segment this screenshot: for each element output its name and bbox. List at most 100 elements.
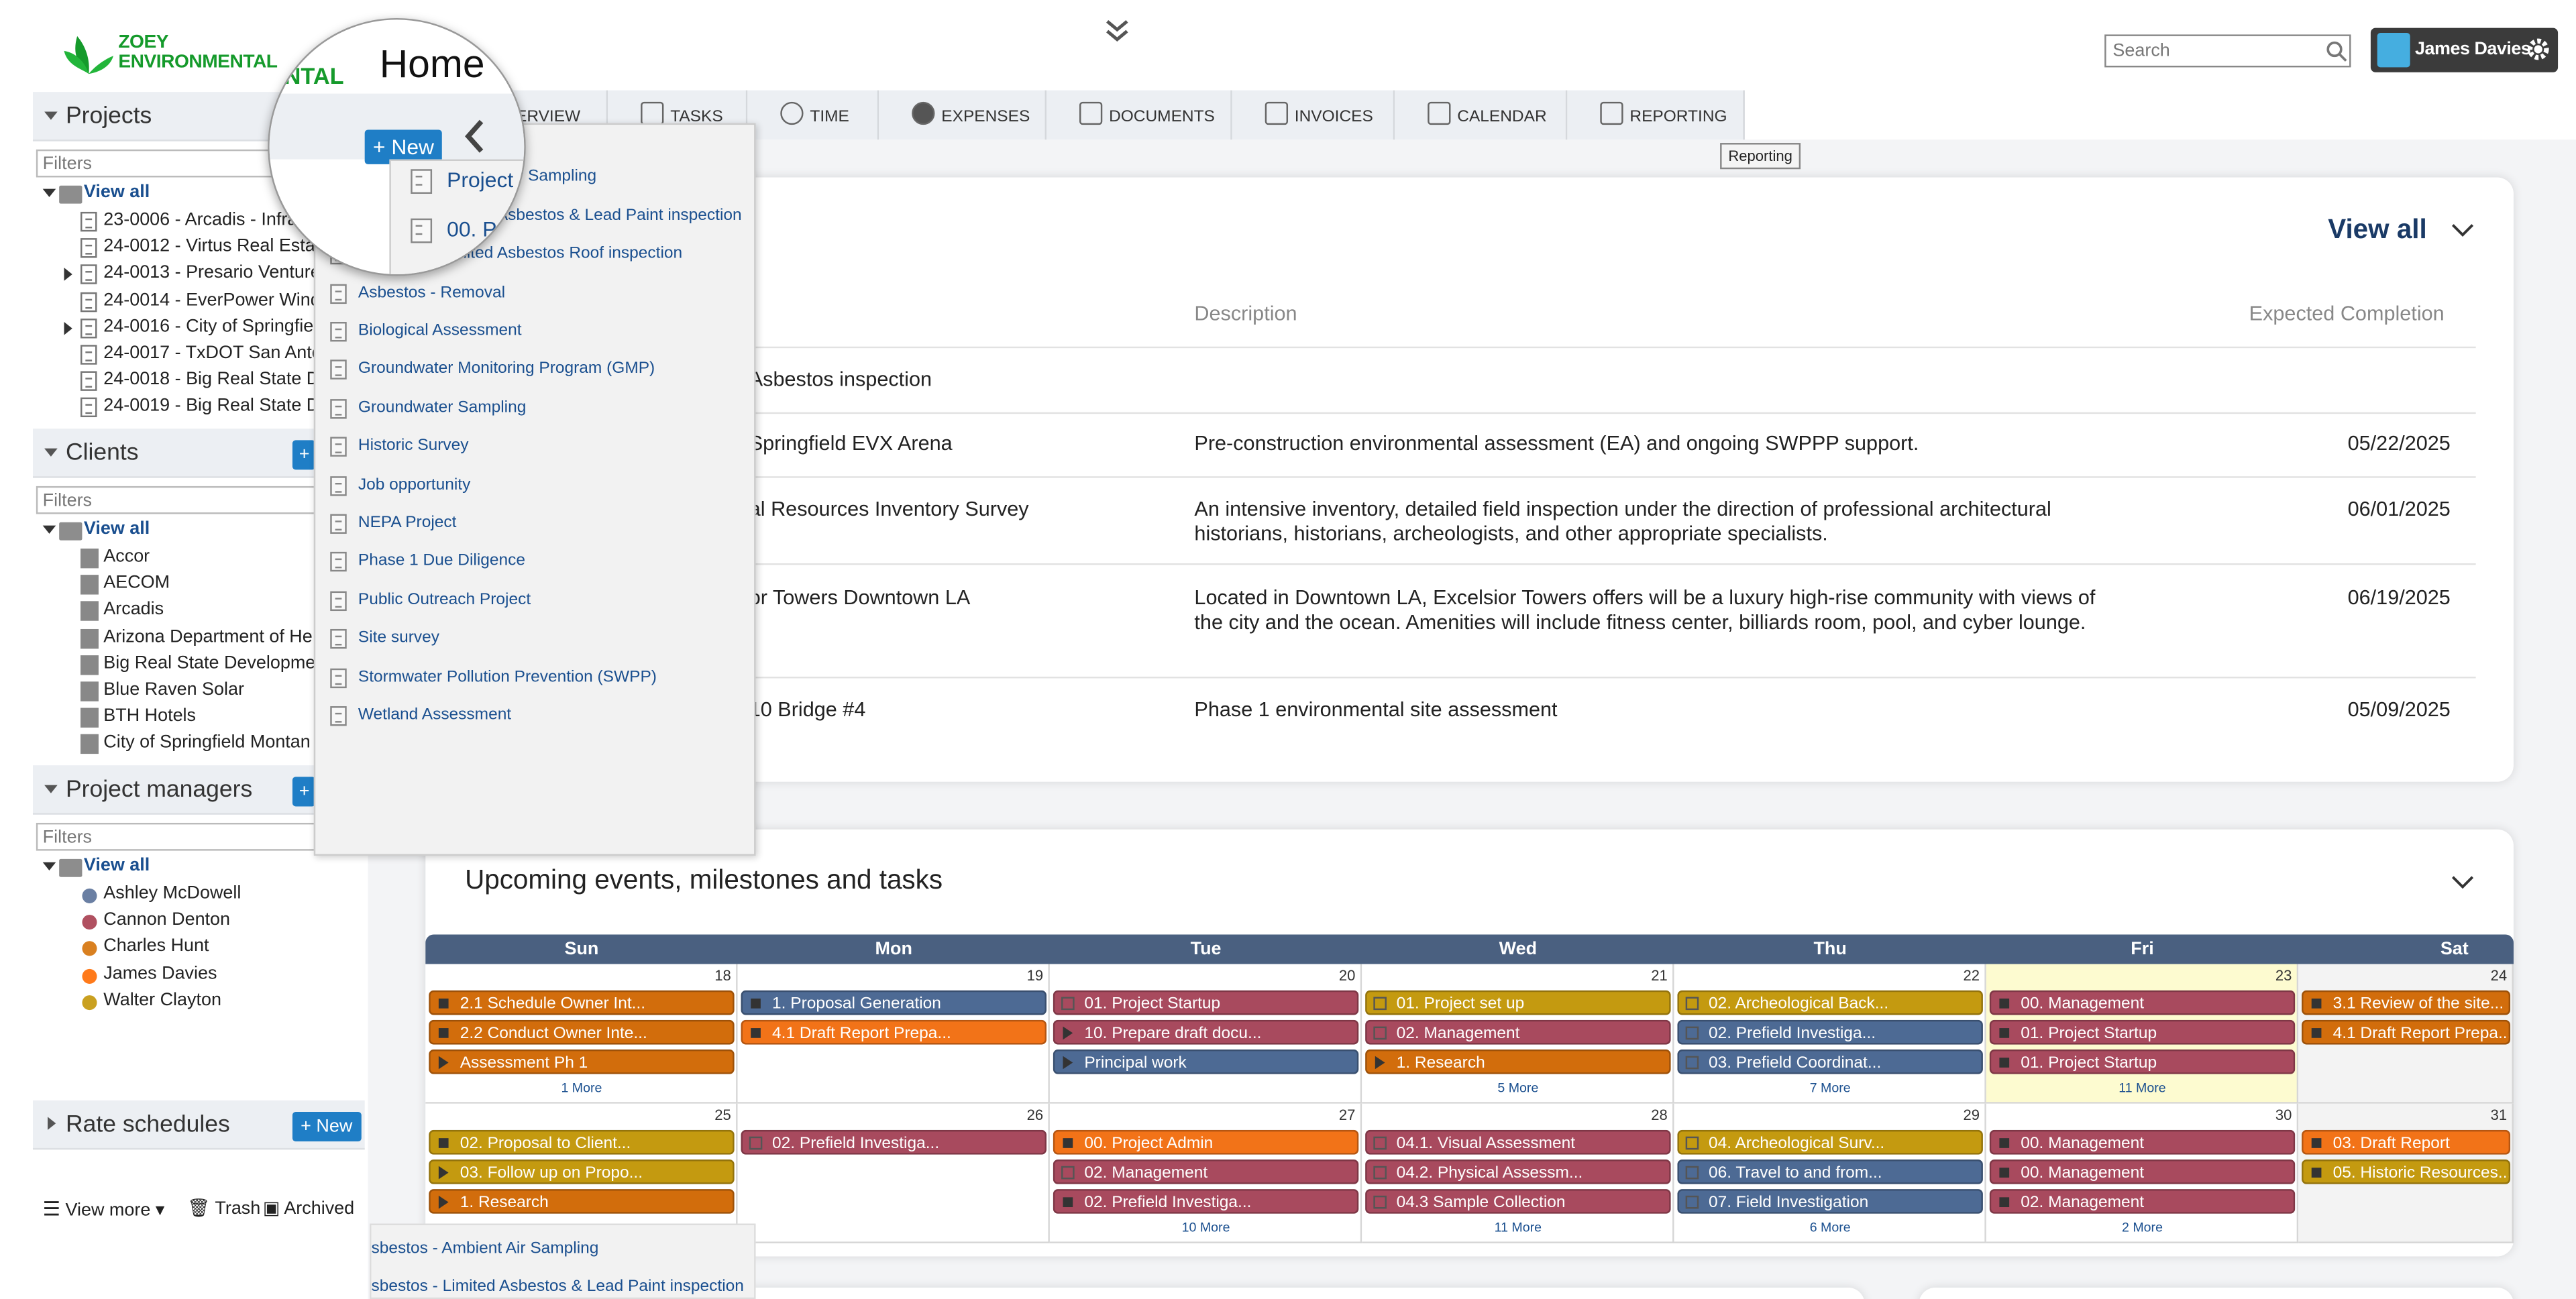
search-icon[interactable]	[2324, 40, 2347, 62]
tab-documents[interactable]: DOCUMENTS	[1046, 90, 1232, 140]
manager-tree-item[interactable]: Charles Hunt	[36, 935, 315, 961]
expand-icon[interactable]	[64, 268, 72, 282]
user-menu[interactable]: James Davies	[2370, 27, 2559, 72]
client-tree-item[interactable]: BTH Hotels	[36, 705, 315, 731]
project-tree-item[interactable]: 24-0017 - TxDOT San Anto	[36, 341, 315, 368]
gear-icon[interactable]	[2525, 36, 2551, 62]
calendar-event[interactable]: 03. Follow up on Propo...	[429, 1159, 735, 1184]
calendar-event[interactable]: 1. Research	[429, 1189, 735, 1214]
clients-view-all[interactable]: View all	[36, 517, 365, 543]
calendar-day-cell[interactable]: 26 02. Prefield Investiga...	[737, 1103, 1050, 1243]
more-events-link[interactable]: 11 More	[1494, 1220, 1542, 1235]
client-tree-item[interactable]: Big Real State Developmer	[36, 652, 315, 678]
dropdown-item[interactable]: sbestos - Ambient Air Sampling	[371, 1239, 599, 1258]
archived-link[interactable]: ▣ Archived	[262, 1198, 355, 1219]
dropdown-item[interactable]: Asbestos - Removal	[358, 283, 506, 302]
more-events-link[interactable]: 10 More	[1181, 1220, 1230, 1235]
dropdown-item[interactable]: Site survey	[358, 629, 440, 648]
calendar-day-cell[interactable]: 31 03. Draft Report 05. Historic Resources…	[2298, 1103, 2514, 1243]
more-events-link[interactable]: 7 More	[1809, 1080, 1851, 1096]
search-input[interactable]	[2104, 34, 2351, 68]
calendar-event[interactable]: 04.2. Physical Assessm...	[1365, 1159, 1671, 1184]
dropdown-item[interactable]: Groundwater Sampling	[358, 398, 527, 417]
client-tree-item[interactable]: Accor	[36, 545, 315, 571]
manager-tree-item[interactable]: Ashley McDowell	[36, 882, 315, 908]
rate-schedules-new-button[interactable]: + New	[292, 1111, 361, 1142]
tab-reporting[interactable]: REPORTING	[1567, 90, 1745, 140]
calendar-event[interactable]: 1. Proposal Generation	[741, 990, 1047, 1015]
calendar-day-cell[interactable]: 22 02. Archeological Back... 02. Prefield …	[1674, 964, 1986, 1104]
dropdown-item[interactable]: sbestos - Limited Asbestos & Lead Paint …	[371, 1278, 744, 1296]
chevron-down-icon[interactable]	[2449, 870, 2475, 893]
calendar-event[interactable]: 07. Field Investigation	[1677, 1189, 1983, 1214]
new-button[interactable]: + New	[364, 129, 443, 164]
dropdown-item[interactable]: NEPA Project	[358, 514, 457, 532]
more-events-link[interactable]: 6 More	[1809, 1220, 1851, 1235]
project-tree-item[interactable]: 24-0018 - Big Real State De	[36, 368, 315, 394]
project-tree-item[interactable]: 23-0006 - Arcadis - Infra	[36, 209, 315, 235]
calendar-event[interactable]: 00. Project Admin	[1053, 1129, 1359, 1155]
calendar-day-cell[interactable]: 27 00. Project Admin 02. Management 02. Pre…	[1049, 1103, 1362, 1243]
view-more-link[interactable]: ☰ View more ▾	[42, 1197, 165, 1221]
client-tree-item[interactable]: Arcadis	[36, 598, 315, 624]
calendar-event[interactable]: Assessment Ph 1	[429, 1049, 735, 1074]
project-tree-item[interactable]: 24-0019 - Big Real State De	[36, 395, 315, 421]
dropdown-item[interactable]: Job opportunity	[358, 475, 471, 494]
calendar-day-cell[interactable]: 24 3.1 Review of the site... 4.1 Draft Rep…	[2298, 964, 2514, 1104]
calendar-event[interactable]: 2.2 Conduct Owner Inte...	[429, 1019, 735, 1045]
chevron-left-icon[interactable]	[460, 117, 490, 156]
managers-view-all[interactable]: View all	[36, 854, 365, 880]
calendar-event[interactable]: 03. Prefield Coordinat...	[1677, 1049, 1983, 1074]
calendar-day-cell[interactable]: 20 01. Project Startup 10. Prepare draft d…	[1049, 964, 1362, 1104]
calendar-day-cell[interactable]: 23 00. Management 01. Project Startup 01. P…	[1986, 964, 2299, 1104]
calendar-event[interactable]: 10. Prepare draft docu...	[1053, 1019, 1359, 1045]
projects-view-all[interactable]: View all	[36, 180, 365, 207]
calendar-event[interactable]: 04.1. Visual Assessment	[1365, 1129, 1671, 1155]
project-name[interactable]: Springfield EVX Arena	[749, 432, 953, 455]
calendar-day-cell[interactable]: 18 2.1 Schedule Owner Int... 2.2 Conduct O…	[425, 964, 738, 1104]
project-name[interactable]: al Resources Inventory Survey	[749, 498, 1029, 521]
client-tree-item[interactable]: AECOM	[36, 572, 315, 598]
calendar-event[interactable]: 02. Proposal to Client...	[429, 1129, 735, 1155]
projects-view-all-link[interactable]: View all	[2328, 215, 2427, 245]
dropdown-item[interactable]: Historic Survey	[358, 437, 469, 455]
calendar-event[interactable]: 05. Historic Resources...	[2302, 1159, 2511, 1184]
project-tree-item[interactable]: 24-0014 - EverPower Wind	[36, 288, 315, 315]
more-events-link[interactable]: 2 More	[2121, 1220, 2163, 1235]
calendar-event[interactable]: 1. Research	[1365, 1049, 1671, 1074]
managers-new-button[interactable]: +	[292, 777, 316, 807]
calendar-event[interactable]: 02. Management	[1365, 1019, 1671, 1045]
calendar-event[interactable]: 02. Prefield Investiga...	[1053, 1189, 1359, 1214]
calendar-event[interactable]: 00. Management	[1989, 990, 2296, 1015]
project-tree-item[interactable]: 24-0012 - Virtus Real Estat	[36, 235, 315, 262]
dropdown-item-project[interactable]: Project	[447, 167, 514, 192]
project-tree-item[interactable]: 24-0016 - City of Springfiel	[36, 315, 315, 341]
dropdown-item[interactable]: Groundwater Monitoring Program (GMP)	[358, 360, 655, 379]
dropdown-item[interactable]: Wetland Assessment	[358, 706, 512, 725]
calendar-event[interactable]: 02. Archeological Back...	[1677, 990, 1983, 1015]
tab-calendar[interactable]: CALENDAR	[1395, 90, 1568, 140]
calendar-day-cell[interactable]: 29 04. Archeological Surv... 06. Travel to…	[1674, 1103, 1986, 1243]
calendar-event[interactable]: 02. Prefield Investiga...	[1677, 1019, 1983, 1045]
client-tree-item[interactable]: City of Springfield Montan	[36, 732, 315, 758]
calendar-event[interactable]: 4.1 Draft Report Prepa...	[2302, 1019, 2511, 1045]
trash-link[interactable]: 🗑 Trash	[187, 1198, 261, 1219]
manager-tree-item[interactable]: Walter Clayton	[36, 989, 315, 1015]
managers-filter-input[interactable]	[36, 822, 316, 851]
expand-icon[interactable]	[64, 321, 72, 335]
calendar-event[interactable]: 00. Management	[1989, 1159, 2296, 1184]
dropdown-item[interactable]: Phase 1 Due Diligence	[358, 552, 526, 571]
project-name[interactable]: or Towers Downtown LA	[749, 586, 971, 610]
calendar-day-cell[interactable]: 25 02. Proposal to Client... 03. Follow up…	[425, 1103, 738, 1243]
chevron-down-icon[interactable]	[2449, 219, 2475, 241]
dropdown-item[interactable]: Biological Assessment	[358, 322, 522, 340]
collapse-header-icon[interactable]	[1102, 16, 1132, 46]
calendar-event[interactable]: 01. Project Startup	[1989, 1019, 2296, 1045]
more-events-link[interactable]: 1 More	[561, 1080, 602, 1096]
clients-new-button[interactable]: +	[292, 440, 316, 470]
calendar-event[interactable]: 2.1 Schedule Owner Int...	[429, 990, 735, 1015]
calendar-event[interactable]: 03. Draft Report	[2302, 1129, 2511, 1155]
project-name[interactable]: Asbestos inspection	[749, 368, 932, 391]
calendar-day-cell[interactable]: 21 01. Project set up 02. Management 1. Res…	[1362, 964, 1674, 1104]
dropdown-item[interactable]: Public Outreach Project	[358, 591, 531, 610]
